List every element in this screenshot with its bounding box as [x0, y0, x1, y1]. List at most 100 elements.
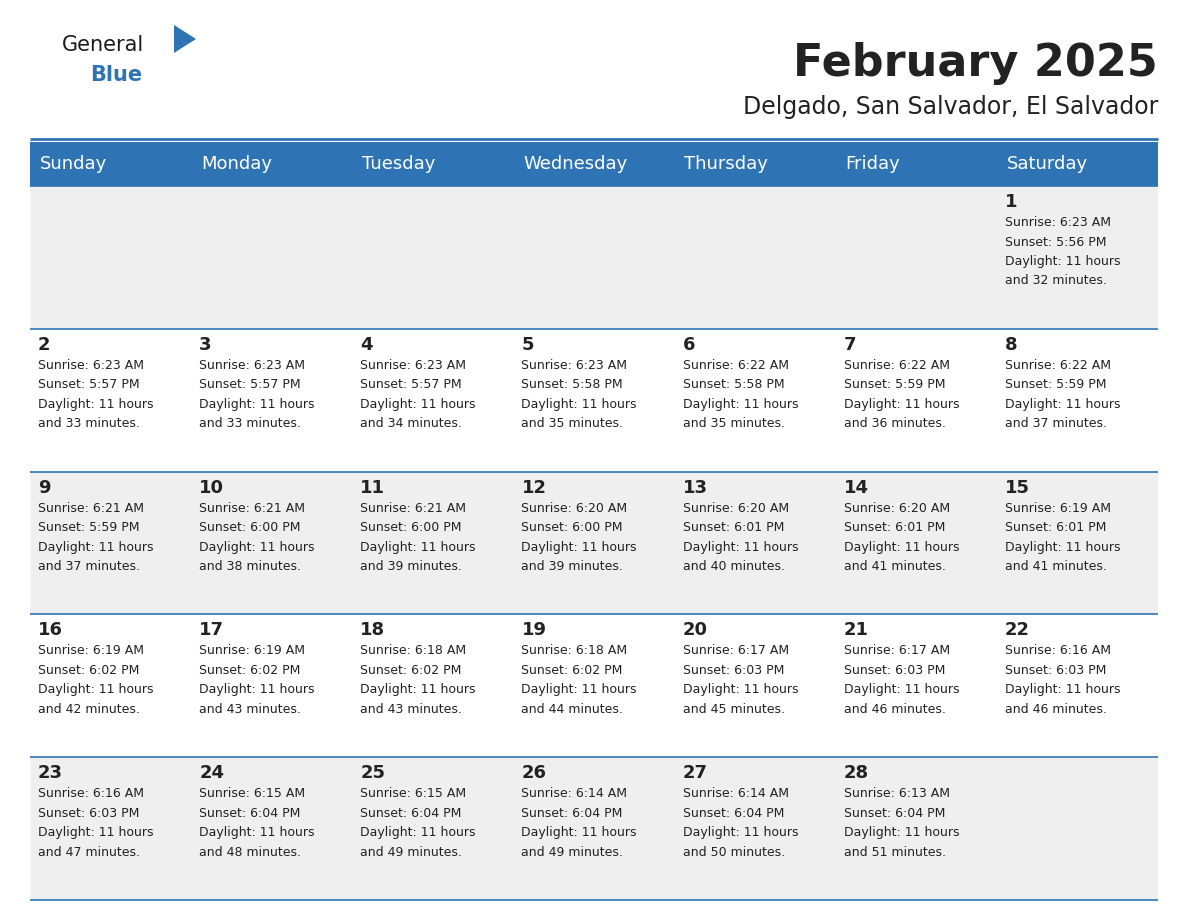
- Text: and 51 minutes.: and 51 minutes.: [843, 845, 946, 858]
- Text: Sunrise: 6:15 AM: Sunrise: 6:15 AM: [200, 788, 305, 800]
- Text: Daylight: 11 hours: Daylight: 11 hours: [683, 683, 798, 697]
- Text: 26: 26: [522, 764, 546, 782]
- Text: Sunrise: 6:17 AM: Sunrise: 6:17 AM: [683, 644, 789, 657]
- Text: Sunset: 6:03 PM: Sunset: 6:03 PM: [1005, 664, 1106, 677]
- Text: Sunrise: 6:23 AM: Sunrise: 6:23 AM: [38, 359, 144, 372]
- Bar: [30, 142, 191, 186]
- Text: Sunrise: 6:21 AM: Sunrise: 6:21 AM: [200, 501, 305, 515]
- Text: and 34 minutes.: and 34 minutes.: [360, 418, 462, 431]
- Text: Daylight: 11 hours: Daylight: 11 hours: [522, 683, 637, 697]
- Text: and 40 minutes.: and 40 minutes.: [683, 560, 784, 573]
- Bar: [997, 142, 1158, 186]
- Text: 5: 5: [522, 336, 533, 353]
- Bar: [191, 142, 353, 186]
- Text: Daylight: 11 hours: Daylight: 11 hours: [683, 826, 798, 839]
- Text: Sunset: 6:02 PM: Sunset: 6:02 PM: [360, 664, 462, 677]
- Text: Sunset: 6:03 PM: Sunset: 6:03 PM: [843, 664, 946, 677]
- Text: Saturday: Saturday: [1006, 155, 1088, 173]
- Text: Sunrise: 6:21 AM: Sunrise: 6:21 AM: [38, 501, 144, 515]
- Text: Sunset: 6:02 PM: Sunset: 6:02 PM: [522, 664, 623, 677]
- Text: Sunrise: 6:23 AM: Sunrise: 6:23 AM: [1005, 216, 1111, 229]
- Text: Sunrise: 6:23 AM: Sunrise: 6:23 AM: [522, 359, 627, 372]
- Text: Sunrise: 6:20 AM: Sunrise: 6:20 AM: [522, 501, 627, 515]
- Polygon shape: [173, 25, 196, 53]
- Text: Sunset: 6:03 PM: Sunset: 6:03 PM: [38, 807, 139, 820]
- Text: 4: 4: [360, 336, 373, 353]
- Text: Daylight: 11 hours: Daylight: 11 hours: [1005, 541, 1120, 554]
- Text: 25: 25: [360, 764, 385, 782]
- Text: Daylight: 11 hours: Daylight: 11 hours: [200, 826, 315, 839]
- Text: 14: 14: [843, 478, 868, 497]
- Text: Sunrise: 6:23 AM: Sunrise: 6:23 AM: [200, 359, 305, 372]
- Text: 28: 28: [843, 764, 868, 782]
- Text: Daylight: 11 hours: Daylight: 11 hours: [200, 541, 315, 554]
- Text: Sunset: 5:59 PM: Sunset: 5:59 PM: [843, 378, 946, 391]
- Text: Sunset: 6:04 PM: Sunset: 6:04 PM: [360, 807, 462, 820]
- Text: 19: 19: [522, 621, 546, 640]
- Text: Sunrise: 6:22 AM: Sunrise: 6:22 AM: [1005, 359, 1111, 372]
- Text: Daylight: 11 hours: Daylight: 11 hours: [1005, 683, 1120, 697]
- Text: and 35 minutes.: and 35 minutes.: [683, 418, 784, 431]
- Text: 21: 21: [843, 621, 868, 640]
- Text: Sunrise: 6:19 AM: Sunrise: 6:19 AM: [38, 644, 144, 657]
- Text: Sunset: 5:59 PM: Sunset: 5:59 PM: [38, 521, 139, 534]
- Text: Sunset: 6:02 PM: Sunset: 6:02 PM: [200, 664, 301, 677]
- Text: Sunrise: 6:20 AM: Sunrise: 6:20 AM: [843, 501, 950, 515]
- Text: and 44 minutes.: and 44 minutes.: [522, 703, 624, 716]
- Text: Daylight: 11 hours: Daylight: 11 hours: [38, 541, 153, 554]
- Text: 13: 13: [683, 478, 708, 497]
- Text: Sunrise: 6:22 AM: Sunrise: 6:22 AM: [843, 359, 949, 372]
- Text: and 48 minutes.: and 48 minutes.: [200, 845, 302, 858]
- Text: Daylight: 11 hours: Daylight: 11 hours: [683, 541, 798, 554]
- Text: Sunset: 6:03 PM: Sunset: 6:03 PM: [683, 664, 784, 677]
- Text: 6: 6: [683, 336, 695, 353]
- Text: Sunrise: 6:19 AM: Sunrise: 6:19 AM: [200, 644, 305, 657]
- Text: and 49 minutes.: and 49 minutes.: [360, 845, 462, 858]
- Text: Daylight: 11 hours: Daylight: 11 hours: [1005, 255, 1120, 268]
- Text: Sunset: 6:01 PM: Sunset: 6:01 PM: [1005, 521, 1106, 534]
- Text: Daylight: 11 hours: Daylight: 11 hours: [1005, 397, 1120, 410]
- Text: Sunrise: 6:21 AM: Sunrise: 6:21 AM: [360, 501, 467, 515]
- Text: 15: 15: [1005, 478, 1030, 497]
- Text: Sunrise: 6:13 AM: Sunrise: 6:13 AM: [843, 788, 949, 800]
- Text: and 41 minutes.: and 41 minutes.: [1005, 560, 1107, 573]
- Text: Monday: Monday: [201, 155, 272, 173]
- Text: Sunset: 6:04 PM: Sunset: 6:04 PM: [683, 807, 784, 820]
- Text: Sunrise: 6:17 AM: Sunrise: 6:17 AM: [843, 644, 950, 657]
- Text: Daylight: 11 hours: Daylight: 11 hours: [683, 397, 798, 410]
- Text: General: General: [62, 35, 144, 55]
- Text: Daylight: 11 hours: Daylight: 11 hours: [843, 397, 959, 410]
- Bar: [30, 757, 1158, 900]
- Text: Sunrise: 6:16 AM: Sunrise: 6:16 AM: [38, 788, 144, 800]
- Text: and 49 minutes.: and 49 minutes.: [522, 845, 624, 858]
- Text: 2: 2: [38, 336, 51, 353]
- Text: Sunrise: 6:20 AM: Sunrise: 6:20 AM: [683, 501, 789, 515]
- Text: Sunrise: 6:18 AM: Sunrise: 6:18 AM: [522, 644, 627, 657]
- Text: Daylight: 11 hours: Daylight: 11 hours: [200, 683, 315, 697]
- Text: and 37 minutes.: and 37 minutes.: [1005, 418, 1107, 431]
- Text: Daylight: 11 hours: Daylight: 11 hours: [360, 683, 476, 697]
- Text: and 37 minutes.: and 37 minutes.: [38, 560, 140, 573]
- Text: Sunrise: 6:14 AM: Sunrise: 6:14 AM: [522, 788, 627, 800]
- Text: Daylight: 11 hours: Daylight: 11 hours: [843, 826, 959, 839]
- Text: Sunset: 6:04 PM: Sunset: 6:04 PM: [843, 807, 946, 820]
- Bar: [30, 329, 1158, 472]
- Text: Sunset: 6:04 PM: Sunset: 6:04 PM: [200, 807, 301, 820]
- Bar: [835, 142, 997, 186]
- Text: Sunrise: 6:19 AM: Sunrise: 6:19 AM: [1005, 501, 1111, 515]
- Bar: [353, 142, 513, 186]
- Text: Sunset: 6:00 PM: Sunset: 6:00 PM: [522, 521, 623, 534]
- Text: Tuesday: Tuesday: [362, 155, 435, 173]
- Text: Daylight: 11 hours: Daylight: 11 hours: [200, 397, 315, 410]
- Text: Daylight: 11 hours: Daylight: 11 hours: [360, 541, 476, 554]
- Text: Daylight: 11 hours: Daylight: 11 hours: [38, 683, 153, 697]
- Text: and 33 minutes.: and 33 minutes.: [200, 418, 301, 431]
- Text: 18: 18: [360, 621, 385, 640]
- Text: Sunset: 6:01 PM: Sunset: 6:01 PM: [843, 521, 946, 534]
- Bar: [675, 142, 835, 186]
- Text: Sunset: 6:04 PM: Sunset: 6:04 PM: [522, 807, 623, 820]
- Text: Sunday: Sunday: [39, 155, 107, 173]
- Text: 11: 11: [360, 478, 385, 497]
- Text: and 33 minutes.: and 33 minutes.: [38, 418, 140, 431]
- Text: 7: 7: [843, 336, 857, 353]
